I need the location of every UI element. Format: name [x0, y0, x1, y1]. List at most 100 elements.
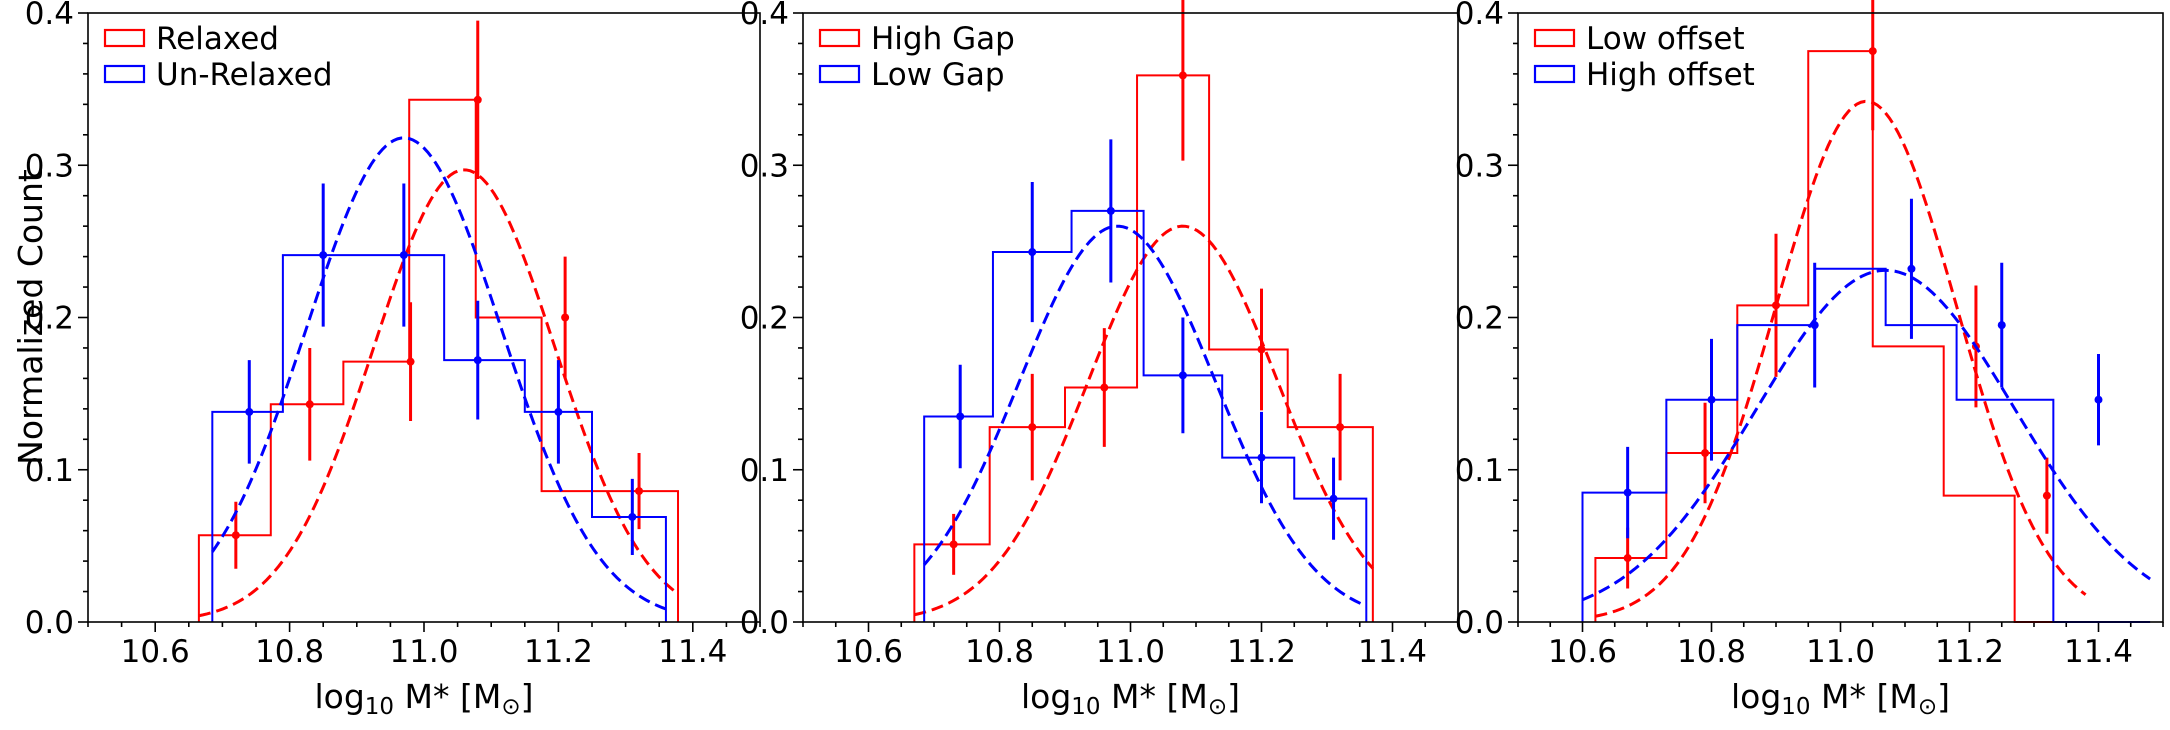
plot-area — [1508, 0, 2164, 632]
axes-frame — [802, 12, 1459, 623]
data-point-low-gap — [1106, 206, 1115, 215]
x-label-close: ] — [1227, 677, 1240, 716]
histogram-relaxed — [197, 98, 680, 622]
data-point-un-relaxed — [628, 512, 637, 521]
x-label-sun: ⊙ — [501, 694, 520, 720]
y-tick-labels: 0.0 0.1 0.2 0.3 0.4 — [25, 0, 74, 641]
data-point-low-gap — [956, 412, 965, 421]
x-label-close: ] — [521, 677, 534, 716]
fit-curve-un-relaxed — [211, 136, 667, 611]
x-tick-labels: 10.6 10.8 11.0 11.2 11.4 — [1548, 634, 2133, 670]
data-point-un-relaxed — [554, 407, 563, 416]
data-point-high-gap — [1178, 71, 1187, 80]
x-tick-label: 10.8 — [1677, 634, 1746, 670]
legend-label-high-offset: High offset — [1586, 57, 1755, 93]
x-label-sub: 10 — [1071, 694, 1100, 720]
panel-offset: Low offset High offset 0.0 0.1 0.2 0.3 0… — [1455, 0, 2164, 720]
panel-gap: High Gap Low Gap 0.0 0.1 0.2 0.3 0.4 10.… — [740, 0, 1459, 720]
fit-curve-low-offset — [1595, 99, 2087, 618]
x-label-sub: 10 — [1781, 694, 1810, 720]
x-label-sub: 10 — [365, 694, 394, 720]
legend-label-unrelaxed: Un-Relaxed — [156, 57, 333, 93]
panel-relaxed: Relaxed Un-Relaxed 0.0 0.1 0.2 0.3 0.4 1… — [25, 0, 761, 720]
data-point-high-gap — [949, 540, 958, 549]
x-tick-label: 10.6 — [1548, 634, 1617, 670]
histogram-high-offset — [1581, 267, 2151, 623]
legend-swatch-red — [818, 28, 861, 48]
x-label-mass: M* [M — [1101, 677, 1208, 716]
data-point-high-gap — [1100, 383, 1109, 392]
legend: Relaxed Un-Relaxed — [103, 21, 333, 93]
y-tick-label: 0.3 — [25, 148, 74, 184]
data-point-relaxed — [473, 95, 482, 104]
data-point-low-offset — [1623, 554, 1632, 563]
x-tick-labels: 10.6 10.8 11.0 11.2 11.4 — [834, 634, 1427, 670]
legend-label-high-gap: High Gap — [871, 21, 1015, 57]
x-tick-label: 10.6 — [834, 634, 903, 670]
x-tick-label: 11.0 — [1096, 634, 1165, 670]
y-tick-label: 0.4 — [25, 0, 74, 32]
data-point-high-offset — [1707, 395, 1716, 404]
data-point-low-offset — [1868, 47, 1877, 56]
data-point-un-relaxed — [245, 407, 254, 416]
y-tick-label: 0.2 — [1455, 301, 1504, 337]
y-tick-labels: 0.0 0.1 0.2 0.3 0.4 — [740, 0, 789, 641]
fit-curve-high-offset — [1581, 268, 2151, 602]
data-point-high-offset — [1907, 264, 1916, 273]
x-tick-label: 11.2 — [1227, 634, 1296, 670]
data-point-low-gap — [1257, 453, 1266, 462]
data-point-relaxed — [406, 357, 415, 366]
data-point-low-gap — [1329, 494, 1338, 503]
x-tick-label: 10.8 — [965, 634, 1034, 670]
data-point-high-gap — [1257, 345, 1266, 354]
data-point-low-offset — [2042, 491, 2051, 500]
x-label-close: ] — [1937, 677, 1950, 716]
data-point-high-gap — [1028, 423, 1037, 432]
y-tick-label: 0.4 — [740, 0, 789, 32]
x-label-mass: M* [M — [394, 677, 501, 716]
legend: Low offset High offset — [1533, 21, 1755, 93]
data-point-relaxed — [635, 487, 644, 496]
plot-area — [78, 12, 761, 632]
legend-swatch-blue — [818, 64, 861, 84]
axes-frame — [1517, 12, 2164, 623]
x-label-log: log — [1021, 677, 1071, 716]
x-tick-label: 11.4 — [2064, 634, 2133, 670]
y-tick-label: 0.0 — [25, 605, 74, 641]
axes-frame — [87, 12, 761, 623]
legend-swatch-red — [1533, 28, 1576, 48]
x-label-sun: ⊙ — [1918, 694, 1937, 720]
x-tick-labels: 10.6 10.8 11.0 11.2 11.4 — [121, 634, 728, 670]
legend-swatch-red — [103, 28, 146, 48]
x-tick-label: 11.0 — [389, 634, 458, 670]
x-tick-label: 11.0 — [1806, 634, 1875, 670]
y-tick-label: 0.2 — [740, 301, 789, 337]
data-point-un-relaxed — [473, 356, 482, 365]
legend-swatch-blue — [103, 64, 146, 84]
data-point-low-offset — [1772, 301, 1780, 310]
x-axis-label: log10 M* [M⊙] — [1731, 677, 1950, 720]
x-label-sun: ⊙ — [1208, 694, 1227, 720]
x-tick-label: 10.6 — [121, 634, 190, 670]
plot-area — [793, 0, 1459, 632]
data-point-low-gap — [1028, 248, 1037, 257]
y-tick-label: 0.1 — [740, 453, 789, 489]
data-point-high-offset — [1623, 488, 1632, 497]
y-tick-label: 0.4 — [1455, 0, 1504, 32]
histogram-high-gap — [913, 74, 1374, 622]
data-point-low-offset — [1701, 449, 1710, 458]
data-point-high-gap — [1336, 423, 1345, 432]
y-tick-label: 0.0 — [740, 605, 789, 641]
y-tick-label: 0.0 — [1455, 605, 1504, 641]
data-point-high-offset — [2094, 395, 2103, 404]
x-label-log: log — [314, 677, 364, 716]
y-tick-labels: 0.0 0.1 0.2 0.3 0.4 — [1455, 0, 1504, 641]
y-tick-label: 0.2 — [25, 301, 74, 337]
data-point-low-gap — [1178, 371, 1187, 380]
fit-curve-low-gap — [923, 224, 1367, 608]
y-axis-label: Normalized Count — [11, 169, 50, 465]
histogram-low-gap — [923, 209, 1368, 622]
data-point-high-offset — [1810, 321, 1819, 330]
legend-label-relaxed: Relaxed — [156, 21, 279, 57]
